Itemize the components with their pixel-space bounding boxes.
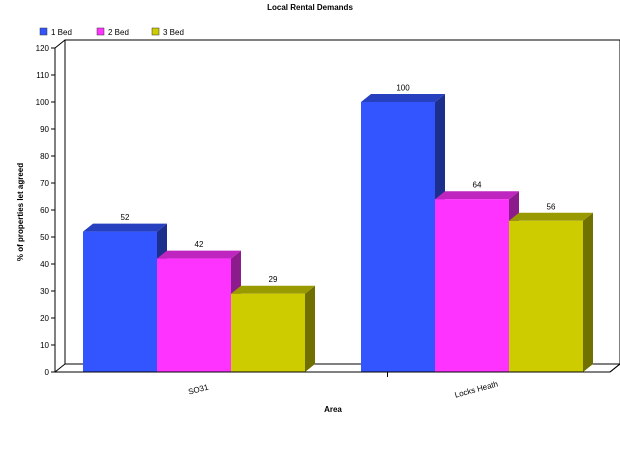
bar-front xyxy=(509,220,583,372)
bars: 52 42 29 100 64 56 xyxy=(83,83,593,372)
data-label: 52 xyxy=(121,213,130,222)
legend-swatch-1 xyxy=(39,27,48,36)
y-tick-label: 80 xyxy=(40,152,49,161)
x-tick-label: SO31 xyxy=(187,382,210,396)
data-label: 100 xyxy=(396,84,410,93)
bar-1-2: 42 xyxy=(157,239,241,372)
data-label-bg xyxy=(190,239,208,249)
bar-top xyxy=(435,191,519,200)
y-axis-top-edge xyxy=(54,39,66,49)
data-label-bg xyxy=(116,212,134,222)
legend-label-1: 1 Bed xyxy=(51,28,72,37)
y-tick-label: 90 xyxy=(40,125,49,134)
data-label: 64 xyxy=(473,181,482,190)
legend-swatch-3 xyxy=(151,27,160,36)
bar-top xyxy=(83,223,167,232)
y-tick-label: 0 xyxy=(45,368,50,377)
bar-front xyxy=(231,293,305,372)
y-tick-label: 60 xyxy=(40,206,49,215)
legend-swatch-2 xyxy=(96,27,105,36)
bar-1-3: 29 xyxy=(231,274,315,372)
data-label-bg xyxy=(394,83,412,92)
x-tick-label: Locks Heath xyxy=(454,379,499,399)
y-tick-label: 50 xyxy=(40,233,49,242)
bar-1-1: 52 xyxy=(83,212,167,372)
bar-2-1: 100 xyxy=(361,83,445,372)
legend-label-3: 3 Bed xyxy=(163,28,184,37)
y-tick-label: 100 xyxy=(36,98,50,107)
y-tick-label: 20 xyxy=(40,314,49,323)
data-label-bg xyxy=(264,274,282,284)
bar-side xyxy=(305,285,315,372)
y-tick-label: 120 xyxy=(36,44,50,53)
y-tick-label: 40 xyxy=(40,260,49,269)
bar-front xyxy=(157,258,231,372)
bar-side xyxy=(583,212,593,372)
y-tick-label: 10 xyxy=(40,341,49,350)
data-label-bg xyxy=(468,180,486,190)
data-label: 29 xyxy=(269,275,278,284)
data-label-bg xyxy=(542,201,560,211)
chart-title: Local Rental Demands xyxy=(267,3,353,12)
bar-2-2: 64 xyxy=(435,180,519,372)
bar-top xyxy=(231,285,315,294)
x-axis-label: Area xyxy=(324,405,342,414)
y-tick-label: 110 xyxy=(36,71,49,80)
data-label: 56 xyxy=(547,202,556,211)
bar-front xyxy=(83,231,157,372)
y-axis: 0 10 20 30 40 50 60 70 80 90 100 110 120 xyxy=(36,39,66,377)
x-axis-end-edge xyxy=(609,363,620,373)
bar-front xyxy=(361,102,435,372)
data-label: 42 xyxy=(195,240,204,249)
y-tick-label: 30 xyxy=(40,287,49,296)
bar-top xyxy=(157,250,241,259)
bar-2-3: 56 xyxy=(509,201,593,372)
legend-label-2: 2 Bed xyxy=(108,28,129,37)
bar-front xyxy=(435,199,509,372)
bar-top xyxy=(509,212,593,221)
y-tick-label: 70 xyxy=(40,179,49,188)
back-wall xyxy=(64,39,620,364)
y-axis-label: % of properties let agreed xyxy=(16,163,25,261)
legend: 1 Bed 2 Bed 3 Bed xyxy=(39,27,184,37)
bar-top xyxy=(361,94,445,102)
